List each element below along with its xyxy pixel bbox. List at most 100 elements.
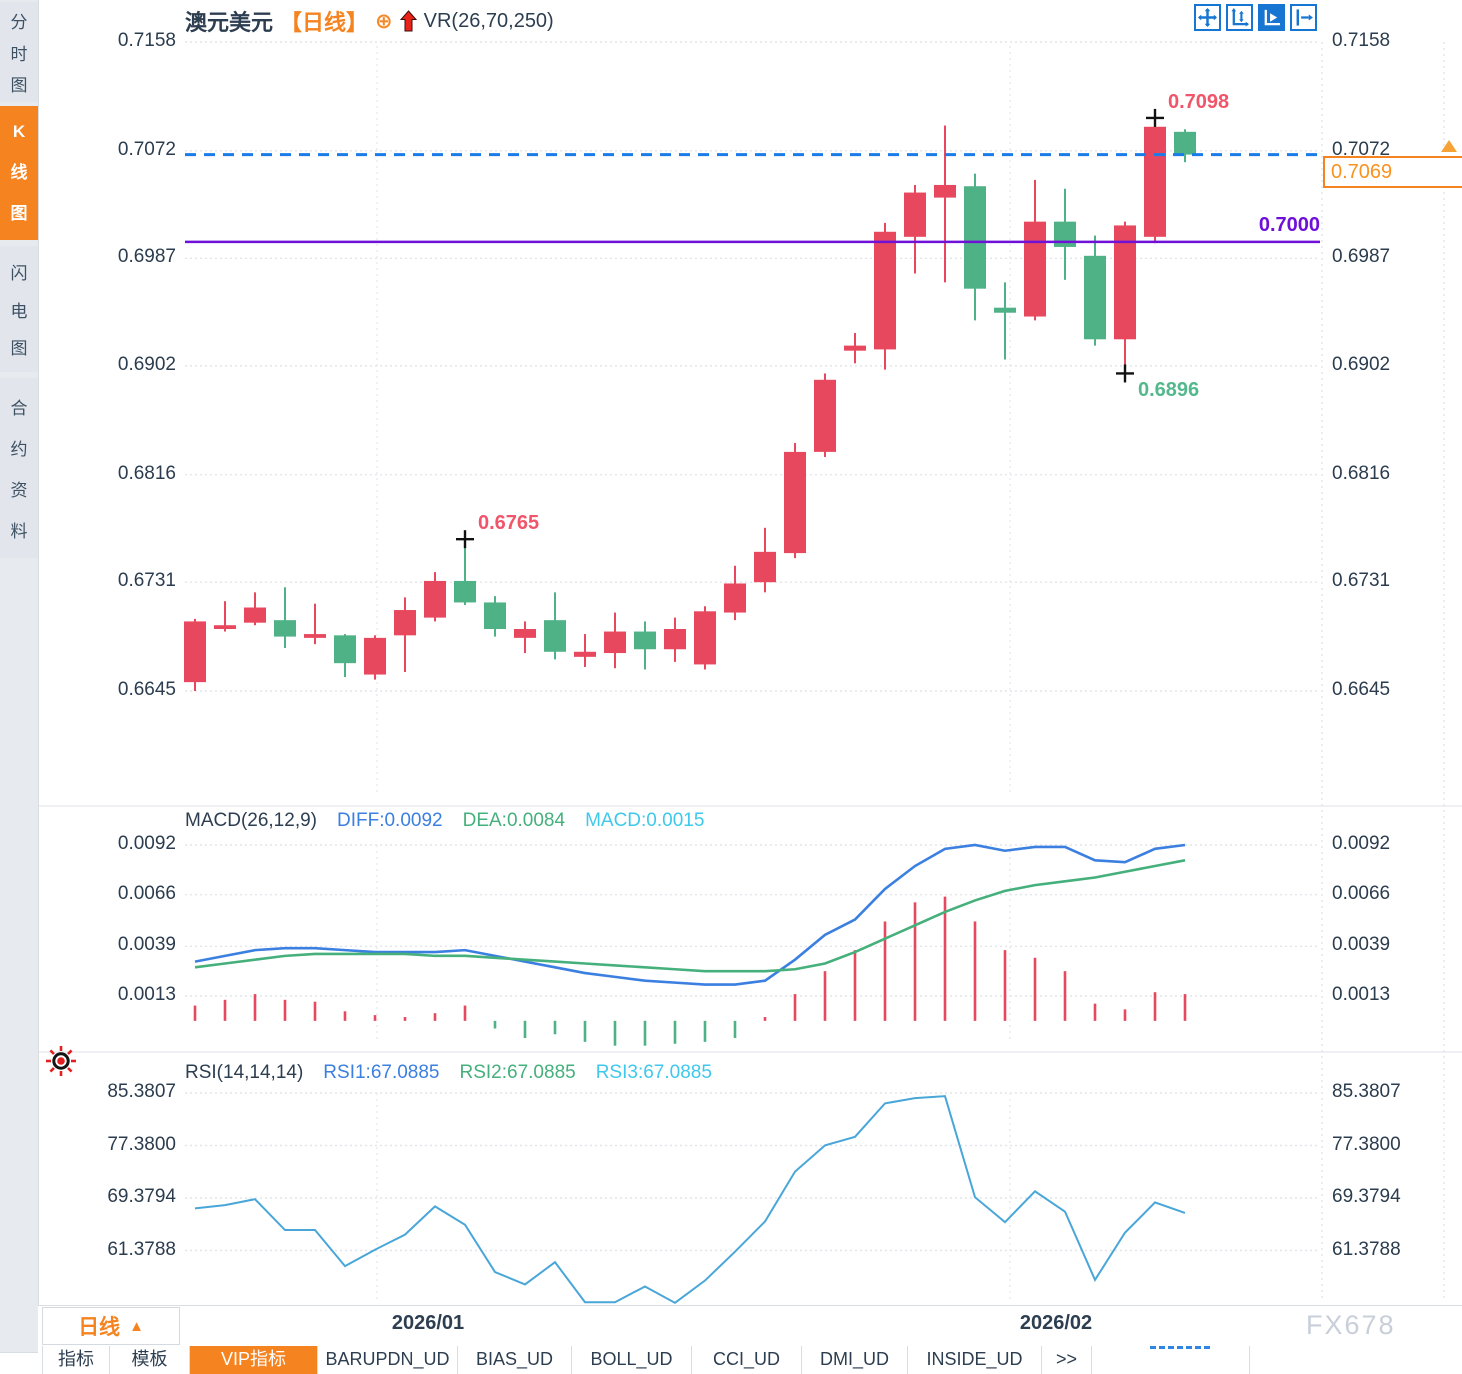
candle [934,125,956,283]
indicator-tabbar: 指标 模板 VIP指标 BARUPDN_UD BIAS_UD BOLL_UD CCI_UD D… [38,1346,1462,1374]
xaxis-label-month2: 2026/02 [1019,1312,1093,1334]
price-tick-right: 0.6987 [1332,246,1391,268]
candle [1144,117,1166,244]
price-tick-right: 0.7072 [1332,138,1391,160]
macd-hist-bar [943,896,947,1021]
sidebar-tab-contract-info[interactable]: 合约资料 [0,378,38,558]
sidebar-tab-char: 图 [10,204,28,223]
candle [1024,179,1046,321]
tab-more[interactable]: >> [1042,1346,1092,1374]
rsi-tick-left: 61.3788 [107,1238,176,1260]
sidebar-tab-char: 图 [10,339,28,359]
tab-indicators[interactable]: 指标 [42,1346,110,1374]
sidebar-tab-char: 约 [10,440,28,459]
macd-tick-right: 0.0039 [1332,934,1391,956]
sidebar-tab-char: 料 [10,522,28,541]
vr-indicator-label[interactable]: VR(26,70,250) [423,9,554,32]
macd-hist-bar [613,1020,617,1046]
macd-hist-bar [433,1013,437,1021]
xaxis-strip: 日线 ▲ 2026/01 2026/02 FX678 [38,1305,1462,1347]
rsi-tick-left: 77.3800 [107,1133,176,1155]
tab-dmi[interactable]: DMI_UD [802,1346,908,1374]
macd-hist-bar [1123,1009,1127,1021]
macd-hist-bar [1063,971,1067,1021]
macd-hist-bar [193,1005,197,1021]
candle [874,222,896,370]
candle [394,597,416,673]
price-tick-left: 0.6987 [117,246,176,268]
price-tick-right: 0.6731 [1332,570,1391,592]
macd-hist-bar [643,1020,647,1046]
candle [904,184,926,274]
candle [364,635,386,680]
macd-hist-bar [343,1011,347,1021]
candle [214,601,236,632]
candle [1174,129,1196,163]
macd-hist-bar [913,902,917,1021]
watermark: FX678 [1306,1310,1396,1340]
macd-diff-line [194,843,1186,986]
macd-hist-bar [283,999,287,1021]
marker-price-label: 0.6896 [1138,379,1200,402]
rsi-title[interactable]: RSI(14,14,14) [185,1062,304,1083]
xaxis-label-month1: 2026/01 [391,1312,465,1334]
sidebar-tab-lightning[interactable]: 闪电图 [0,246,38,372]
macd-tick-right: 0.0092 [1332,833,1391,854]
price-tick-right: 0.7158 [1332,30,1391,51]
candle [424,572,446,622]
candle [244,592,266,626]
axis-play-icon[interactable] [1258,4,1285,31]
axis-zoom-icon[interactable] [1226,4,1253,31]
sidebar-tab-timeshare[interactable]: 分时图 [0,2,38,102]
sidebar-bottom-box [0,1352,38,1374]
macd-hist-bar [253,994,257,1021]
sidebar-tab-char: 图 [10,75,28,95]
candle [814,373,836,457]
tab-barupdn[interactable]: BARUPDN_UD [318,1346,458,1374]
macd-hist-bar [673,1020,677,1044]
candle [1054,188,1076,280]
candle [574,634,596,667]
tab-cci[interactable]: CCI_UD [692,1346,802,1374]
scroll-indicator [1150,1346,1210,1349]
rsi-tick-right: 61.3788 [1332,1238,1401,1260]
tab-empty[interactable] [1092,1346,1250,1374]
timeframe-tag[interactable]: 【日线】 [280,10,369,35]
timeframe-button[interactable]: 日线 ▲ [42,1307,180,1345]
sidebar-tab-char: 电 [10,301,28,321]
price-tick-left: 0.6645 [117,679,176,700]
rsi3-value: RSI3:67.0885 [595,1062,712,1083]
tab-boll[interactable]: BOLL_UD [572,1346,692,1374]
macd-hist-bar [703,1020,707,1042]
add-indicator-icon[interactable]: ⊕ [375,9,393,33]
tab-templates[interactable]: 模板 [110,1346,190,1374]
tab-bias[interactable]: BIAS_UD [458,1346,572,1374]
rsi-target-icon[interactable] [44,1044,78,1078]
collapse-axis-icon[interactable] [1290,4,1317,31]
symbol-title: 澳元美元 [185,10,274,35]
candle [664,617,686,662]
marker-price-label: 0.6765 [478,512,540,535]
macd-title[interactable]: MACD(26,12,9) [185,810,317,831]
sidebar-tab-kline[interactable]: K 线图 [0,106,38,240]
rsi-tick-right: 85.3807 [1332,1081,1401,1102]
macd-hist-bar [1033,957,1037,1021]
candle [1114,221,1136,374]
macd-hist-bar [493,1020,497,1029]
macd-hist-bar [1183,994,1187,1021]
tab-vip-indicators[interactable]: VIP指标 [190,1346,318,1374]
macd-hist-bar [973,921,977,1021]
macd-hist-bar [1153,992,1157,1021]
support-price-label: 0.7000 [1258,214,1320,236]
macd-tick-left: 0.0013 [117,984,176,1005]
macd-hist-bar [883,921,887,1021]
pan-crosshair-icon[interactable] [1194,4,1221,31]
macd-dea-line [194,859,1186,973]
price-tick-left: 0.7072 [117,138,176,160]
tab-inside[interactable]: INSIDE_UD [908,1346,1042,1374]
macd-hist-bar [823,971,827,1021]
candle [754,527,776,593]
